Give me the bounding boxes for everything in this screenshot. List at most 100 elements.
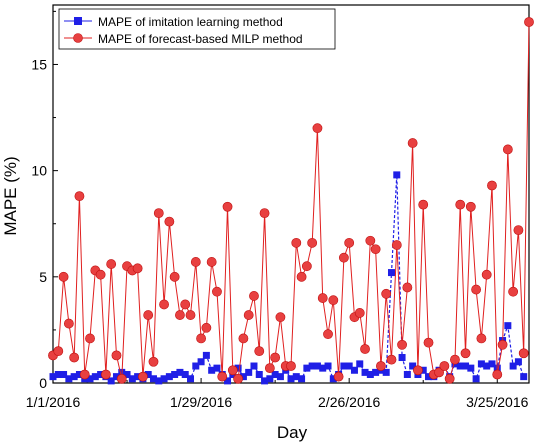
milp-point (175, 310, 185, 320)
milp-point (481, 269, 492, 280)
imitation-point (60, 371, 68, 379)
imitation-point (144, 371, 152, 379)
imitation-point (75, 371, 83, 379)
imitation-point (208, 366, 216, 374)
milp-point (423, 337, 434, 348)
tick-marks (52, 10, 498, 384)
x-tick-label: 2/26/2016 (318, 394, 380, 410)
milp-point (212, 286, 222, 297)
milp-point (391, 240, 402, 250)
imitation-point (340, 362, 348, 370)
imitation-point (112, 373, 120, 381)
milp-point (196, 333, 206, 344)
imitation-point (176, 368, 184, 376)
milp-point (85, 333, 95, 344)
imitation-point (366, 371, 374, 379)
milp-point (465, 201, 476, 212)
imitation-point (234, 364, 242, 372)
imitation-point (54, 371, 62, 379)
imitation-point (70, 373, 78, 381)
milp-point (233, 373, 244, 384)
imitation-point (292, 373, 300, 381)
milp-point (360, 344, 370, 354)
milp-point (153, 208, 164, 219)
imitation-point (181, 371, 189, 379)
milp-point (307, 237, 318, 248)
milp-point (402, 282, 413, 293)
milp-point (413, 365, 423, 376)
milp-point (407, 138, 418, 148)
imitation-point (387, 269, 395, 277)
milp-point (455, 199, 466, 210)
milp-point (497, 339, 508, 350)
imitation-point (456, 362, 464, 370)
imitation-point (329, 375, 337, 383)
imitation-point (514, 358, 522, 366)
milp-point (100, 369, 111, 380)
imitation-point (409, 362, 417, 370)
imitation-point (345, 362, 353, 370)
imitation-point (276, 373, 284, 381)
imitation-point (308, 362, 316, 370)
imitation-point (382, 368, 390, 376)
imitation-point (202, 351, 210, 359)
milp-point (386, 354, 397, 365)
milp-point (333, 371, 344, 382)
imitation-point (319, 364, 327, 372)
imitation-point (123, 371, 131, 379)
milp-point (95, 269, 106, 280)
milp-point (259, 208, 270, 219)
imitation-point (356, 360, 364, 368)
milp-point (524, 17, 534, 27)
milp-point (164, 216, 175, 227)
milp-point (291, 237, 302, 248)
imitation-point (287, 375, 295, 383)
imitation-point (171, 371, 179, 379)
imitation-point (97, 371, 105, 379)
milp-point (116, 373, 127, 384)
imitation-point (324, 362, 332, 370)
imitation-point (261, 377, 269, 385)
imitation-point (488, 360, 496, 368)
milp-point (328, 295, 339, 306)
imitation-point (350, 366, 358, 374)
imitation-point (245, 368, 253, 376)
imitation-point (509, 362, 517, 370)
plot-area (52, 4, 530, 384)
imitation-point (266, 375, 274, 383)
imitation-point (303, 364, 311, 372)
milp-point (502, 144, 513, 155)
legend-label-milp: MAPE of forecast-based MILP method (98, 32, 303, 46)
imitation-point (155, 377, 163, 385)
milp-point (222, 201, 233, 212)
milp-point (254, 346, 265, 357)
milp-point (418, 199, 429, 210)
milp-point (476, 333, 487, 344)
imitation-point (213, 364, 221, 372)
imitation-point (483, 362, 491, 370)
milp-point (275, 312, 286, 323)
milp-point (69, 352, 80, 363)
milp-point (381, 288, 392, 299)
milp-point (434, 367, 444, 378)
imitation-point (472, 375, 480, 383)
milp-point (344, 237, 355, 248)
milp-point (365, 235, 376, 246)
series-layer (48, 17, 534, 385)
milp-point (450, 354, 460, 365)
milp-point (513, 225, 524, 236)
imitation-point (224, 377, 232, 385)
milp-point (132, 263, 143, 274)
milp-point (63, 318, 74, 329)
milp-point (439, 361, 450, 371)
imitation-point (372, 368, 380, 376)
imitation-point (160, 375, 168, 383)
x-tick-label: 1/29/2016 (170, 394, 232, 410)
imitation-point (520, 373, 528, 381)
milp-point (397, 339, 407, 350)
imitation-point (65, 375, 73, 383)
imitation-point (398, 354, 406, 362)
imitation-point (197, 358, 205, 366)
milp-point (338, 252, 349, 263)
imitation-point (250, 362, 258, 370)
